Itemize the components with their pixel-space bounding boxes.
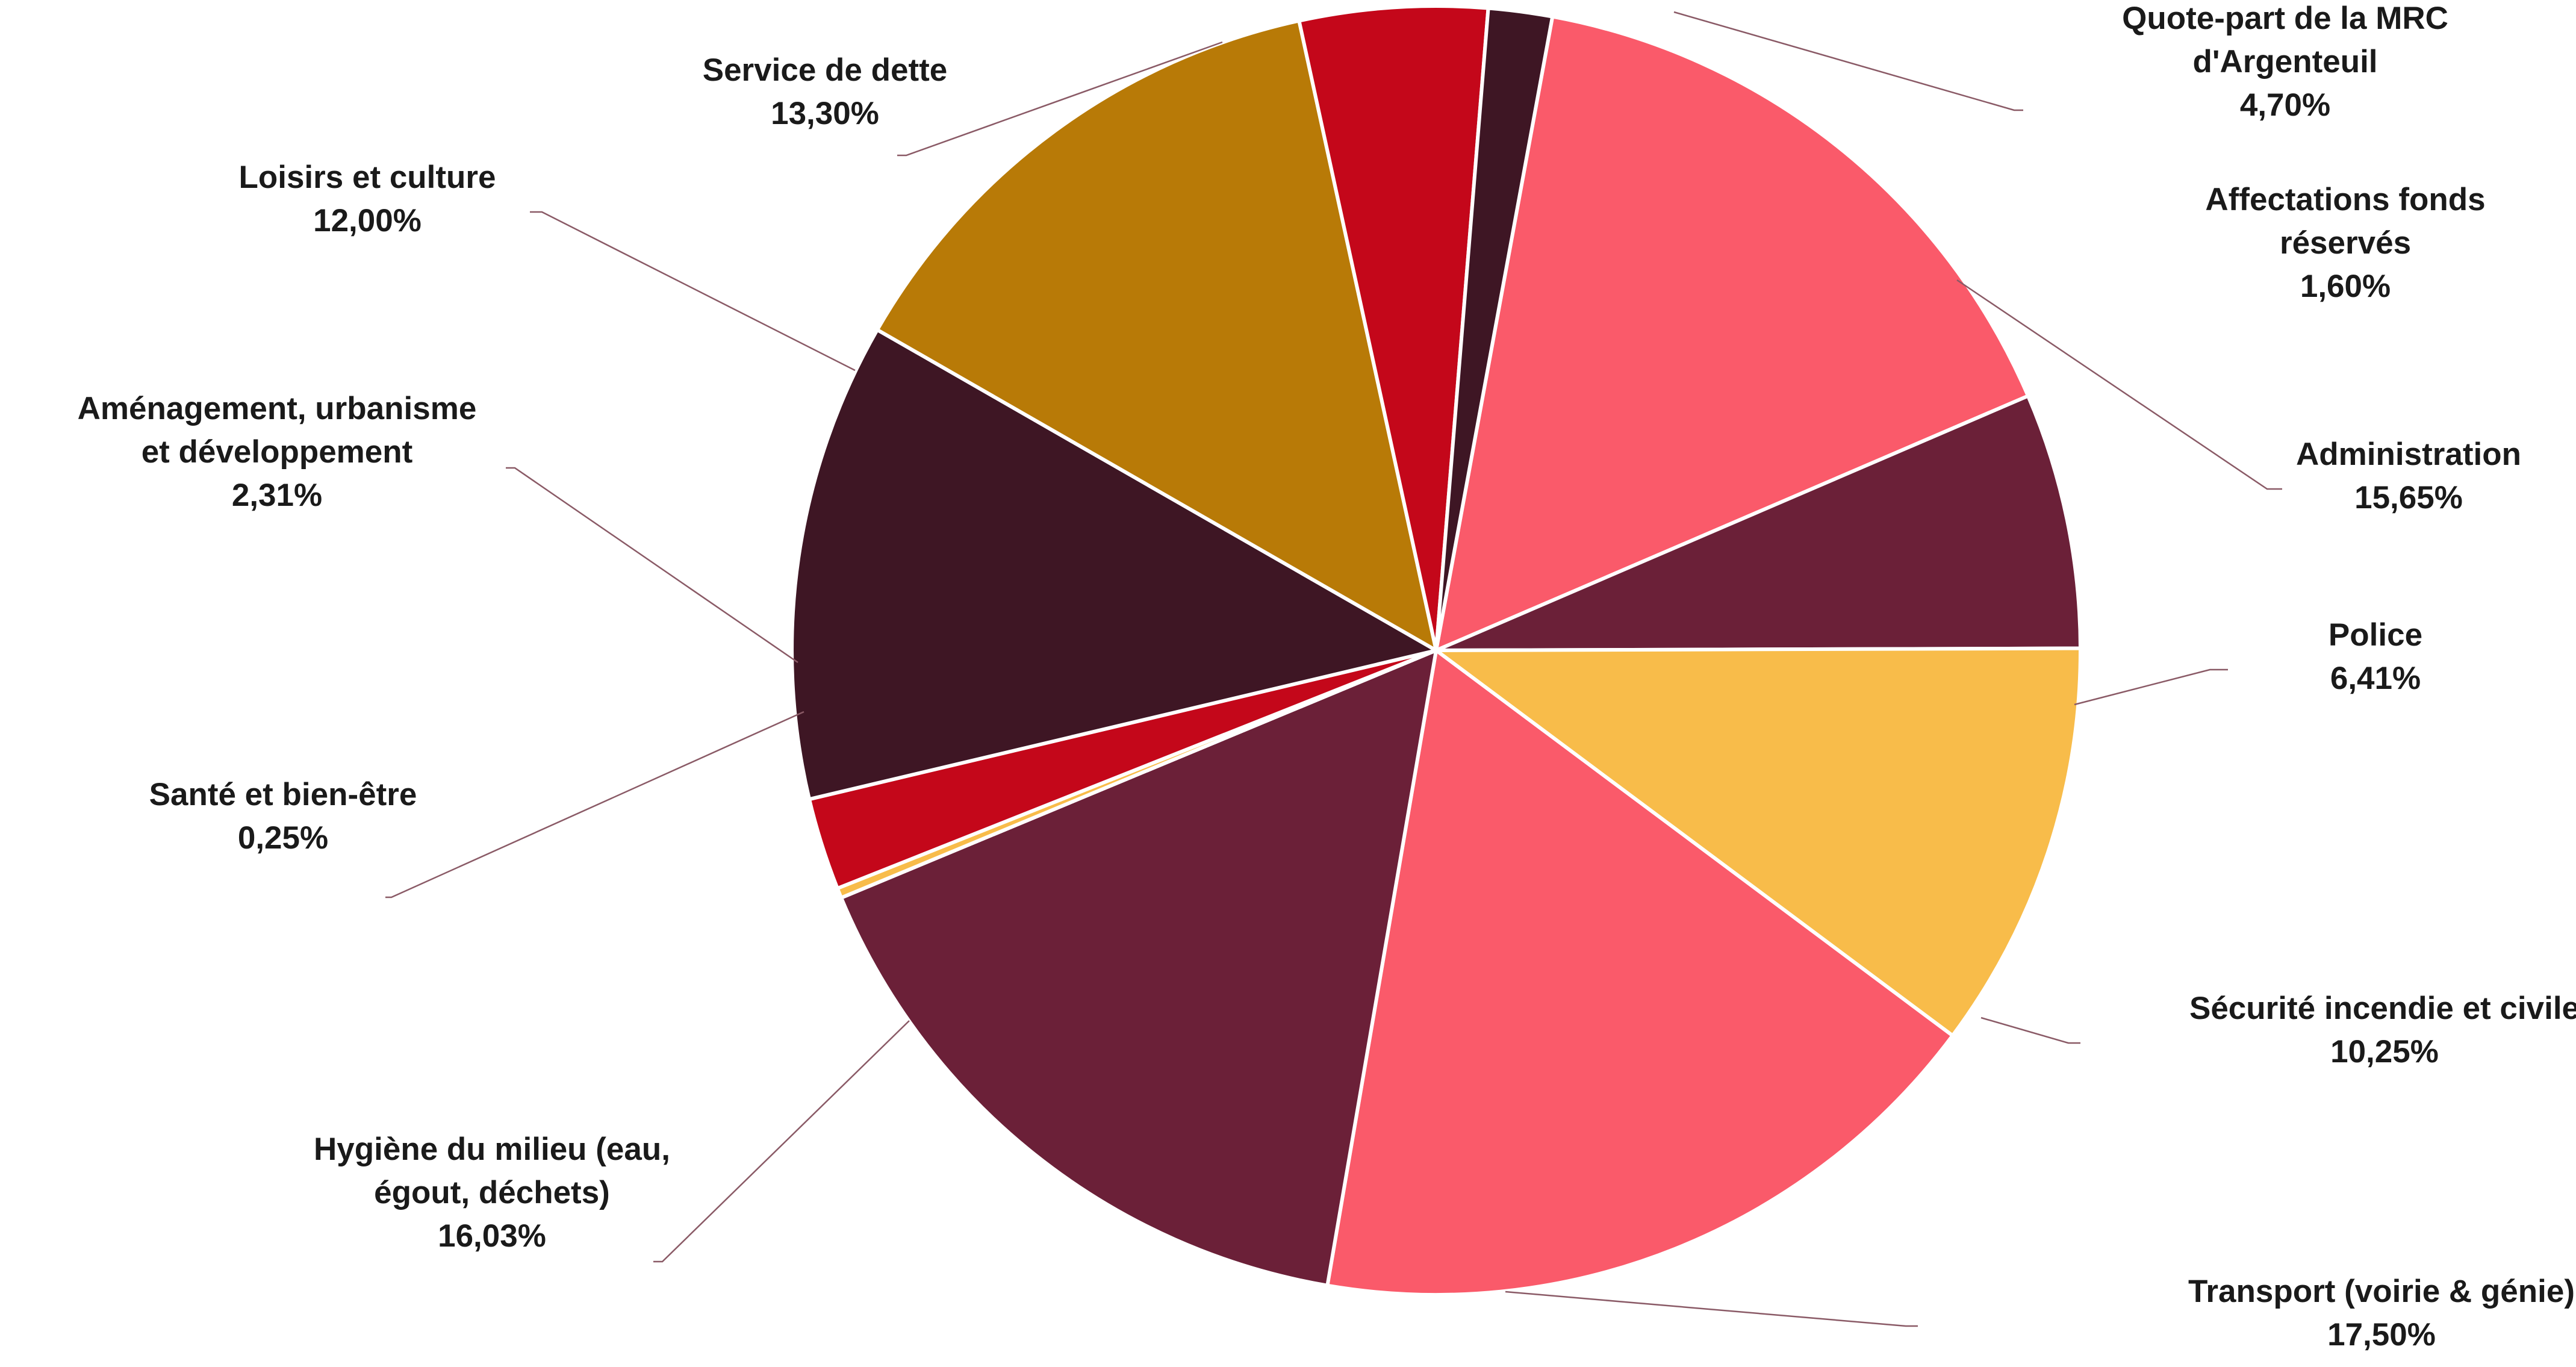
slice-label: Administration 15,65% [2296,437,2521,515]
pie-slice [790,328,1438,802]
slice-name-label: Hygiène du milieu (eau, [314,1132,670,1167]
slice-label: Service de dette 13,30% [703,52,948,131]
leader-line [653,1020,910,1263]
slice-label: Hygiène du milieu (eau, égout, déchets) 16… [314,1132,670,1254]
slice-label: Transport (voirie & génie) 17,50% [2188,1274,2575,1353]
pie-slice [839,649,1438,1288]
slice-name-label: d'Argenteuil [2192,44,2377,79]
slice-value-label: 13,30% [771,96,879,131]
slice-name-label: Administration [2296,437,2521,472]
leader-line [2074,668,2228,706]
slice-name-label: Affectations fonds [2205,182,2485,217]
slice-value-label: 10,25% [2330,1034,2439,1070]
slice-value-label: 16,03% [438,1218,546,1254]
slice-name-label: Police [2329,617,2422,653]
slice-value-label: 17,50% [2327,1317,2436,1353]
slice-name-label: réservés [2280,225,2411,261]
leader-line [506,467,798,664]
leader-line [1673,11,2023,111]
slice-label: Sécurité incendie et civile 10,25% [2189,991,2576,1070]
slice-name-label: Quote-part de la MRC [2122,1,2448,36]
pie-slice [875,19,1438,652]
pie-slice [1434,646,2083,1038]
leader-line [530,211,856,372]
pie-slice [1434,14,2030,652]
slice-value-label: 4,70% [2240,87,2330,123]
slice-value-label: 1,60% [2300,269,2391,304]
slice-name-label: Aménagement, urbanisme [78,391,477,426]
slice-name-label: Service de dette [703,52,948,88]
slice-label: Aménagement, urbanisme et développement 2,… [78,391,477,513]
leader-line [1956,279,2282,490]
slice-label: Affectations fonds réservés 1,60% [2205,182,2485,304]
slice-label: Police 6,41% [2329,617,2422,696]
slice-name-label: et développement [142,434,413,470]
leader-lines [385,11,2282,1327]
slice-name-label: Transport (voirie & génie) [2188,1274,2575,1309]
slices [790,4,2083,1297]
pie-slice [1325,649,1955,1297]
slice-labels: Administration 15,65% Police 6,41% Sécurité … [78,1,2576,1353]
leader-line [1980,1017,2080,1044]
slice-value-label: 6,41% [2330,661,2421,696]
pie-slice [1297,4,1490,652]
slice-name-label: Sécurité incendie et civile [2189,991,2576,1026]
slice-value-label: 0,25% [238,820,328,856]
pie-slice [1434,6,1555,652]
slice-name-label: Loisirs et culture [238,160,496,195]
slice-label: Santé et bien-être 0,25% [149,777,417,856]
slice-value-label: 15,65% [2354,480,2463,515]
slice-name-label: Santé et bien-être [149,777,417,812]
slice-name-label: égout, déchets) [374,1175,610,1210]
leader-line [1505,1291,1918,1327]
slice-value-label: 2,31% [232,478,322,513]
slice-label: Loisirs et culture 12,00% [238,160,496,238]
pie-slice [1434,394,2082,652]
leader-line [385,711,804,898]
slice-label: Quote-part de la MRC d'Argenteuil 4,70% [2122,1,2448,123]
leader-line [897,41,1223,157]
slice-value-label: 12,00% [313,203,422,238]
